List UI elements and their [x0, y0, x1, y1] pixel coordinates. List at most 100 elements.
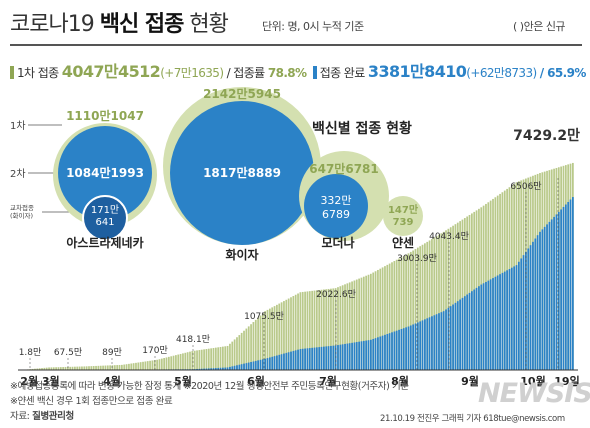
first-dose-bar	[377, 269, 379, 370]
footer-note-3: ※얀센 백신 경우 1회 접종만으로 접종 완료	[10, 396, 173, 407]
az-cross-bubble	[82, 195, 128, 241]
source-label: 자료:	[10, 411, 33, 422]
done-bar	[299, 349, 302, 370]
done-bar	[569, 199, 572, 370]
first-dose-bar	[386, 264, 389, 370]
done-bar	[560, 209, 563, 370]
first-dose-bar	[388, 263, 391, 370]
first-dose-bar	[158, 359, 161, 370]
done-bar	[355, 342, 358, 370]
first-dose-bar	[62, 367, 65, 370]
done-bar	[290, 351, 292, 370]
done-bar	[297, 349, 299, 370]
first-dose-bar	[193, 350, 196, 370]
done-bar	[313, 347, 316, 370]
done-bar	[522, 255, 525, 370]
first-dose-bar	[468, 214, 471, 370]
first-dose-bar	[407, 253, 410, 370]
first-dose-bar	[121, 364, 123, 370]
first-dose-bar	[297, 293, 299, 370]
done-bar	[381, 335, 384, 370]
done-bar	[480, 284, 483, 370]
first-dose-bar	[400, 257, 403, 370]
first-dose-bar	[229, 343, 231, 370]
first-dose-bar	[149, 360, 151, 370]
done-bar	[494, 276, 497, 370]
first-dose-bar	[348, 282, 351, 370]
annotations: 1.8만 67.5만 89만 170만 418.1만 1075.5만 2022.6만 3003…	[19, 128, 580, 370]
first-dose-bar	[160, 358, 163, 370]
first-dose-bar	[466, 216, 469, 370]
first-dose-bar	[48, 367, 50, 370]
done-bar	[419, 321, 422, 370]
first-dose-bar	[285, 299, 288, 370]
done-bar	[236, 365, 238, 370]
done-bar	[250, 362, 252, 370]
first-dose-bar	[299, 292, 302, 370]
first-dose-bar	[283, 301, 285, 370]
done-bar	[285, 352, 288, 370]
first-dose-bar	[257, 317, 259, 370]
first-dose-bar	[414, 249, 417, 370]
done-bar	[412, 324, 415, 370]
first-dose-bar	[325, 289, 328, 370]
done-bar	[259, 359, 262, 370]
done-bar	[541, 229, 544, 370]
done-bar	[536, 235, 539, 370]
x-tick-labels: 2월 3월 4월 5월 6월 7월 8월 9월 10월 19일	[20, 374, 579, 388]
done-bar	[384, 334, 386, 370]
done-bar	[271, 356, 274, 370]
first-dose-bar	[52, 367, 55, 370]
first-dose-bar	[304, 291, 306, 370]
first-dose-bar	[398, 258, 400, 370]
done-bar	[459, 299, 461, 370]
janssen-name: 얀센	[392, 235, 414, 250]
first-dose-new: (+7만1635)	[160, 66, 224, 80]
first-dose-bar	[123, 364, 126, 370]
first-dose-bar	[419, 246, 422, 370]
done-bar	[447, 307, 450, 370]
done-bar	[435, 314, 438, 370]
done-bar	[414, 323, 417, 370]
first-dose-bar	[200, 349, 203, 370]
done-bar	[506, 270, 508, 370]
done-bar	[525, 251, 527, 370]
first-dose-bar	[226, 345, 229, 370]
done-bar	[294, 350, 297, 370]
pfizer-second-label: 1817만8889	[203, 165, 281, 180]
first-dose-bar	[97, 365, 100, 370]
first-dose-bar	[50, 367, 53, 370]
first-dose-bar	[294, 294, 297, 370]
done-bar	[567, 201, 570, 370]
done-bar	[534, 238, 537, 370]
first-dose-bar	[463, 218, 466, 370]
first-dose-bar	[34, 368, 36, 370]
first-dose-bar	[132, 363, 135, 370]
first-dose-bar	[273, 306, 276, 370]
done-bar	[433, 315, 436, 370]
first-dose-bar	[189, 351, 191, 370]
first-dose-bar	[276, 304, 278, 370]
annotation-label: 4043.4만	[429, 231, 469, 242]
first-dose-bar	[447, 228, 450, 370]
first-dose-bar	[41, 368, 43, 370]
first-dose-bar	[266, 309, 269, 370]
first-dose-bar	[243, 330, 245, 370]
done-bar	[409, 325, 412, 370]
legend-first: 1차	[10, 120, 26, 132]
done-bar	[330, 345, 332, 370]
first-dose-bar	[395, 259, 398, 370]
first-dose-bar	[144, 361, 147, 370]
done-bar	[454, 302, 457, 370]
first-dose-bar	[271, 307, 274, 370]
first-dose-bar	[66, 366, 69, 370]
first-dose-bar	[38, 368, 41, 370]
first-dose-bar	[212, 348, 215, 370]
done-bar	[466, 294, 469, 370]
annotation-label: 6506만	[510, 181, 541, 192]
done-bar	[261, 359, 264, 370]
first-dose-bar	[313, 290, 316, 370]
moderna-second-label-1: 332만	[320, 194, 351, 207]
done-bar	[318, 347, 321, 370]
